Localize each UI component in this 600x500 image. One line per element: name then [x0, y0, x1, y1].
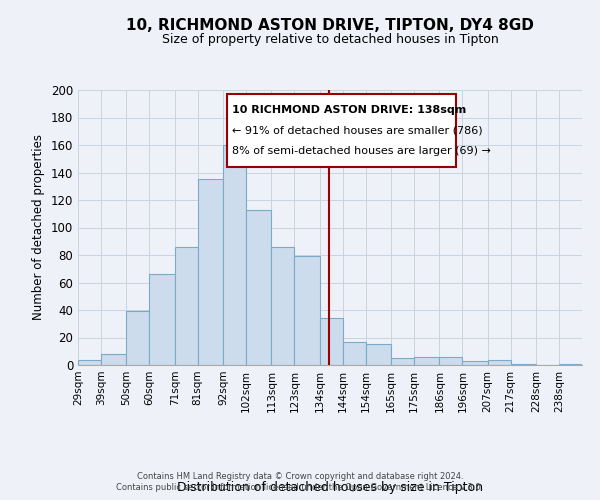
Bar	[463, 361, 488, 365]
Text: Contains public sector information licensed under the Open Government Licence v.: Contains public sector information licen…	[116, 484, 484, 492]
Bar	[414, 357, 439, 365]
Bar	[439, 357, 463, 365]
Bar	[149, 274, 175, 365]
Bar	[127, 312, 149, 365]
Bar	[78, 360, 101, 365]
Bar	[343, 342, 365, 365]
Bar	[559, 364, 582, 365]
Text: Contains HM Land Registry data © Crown copyright and database right 2024.: Contains HM Land Registry data © Crown c…	[137, 472, 463, 481]
Y-axis label: Number of detached properties: Number of detached properties	[32, 134, 45, 320]
Bar	[223, 145, 246, 365]
Bar	[391, 358, 414, 365]
Bar	[365, 344, 391, 365]
Text: 8% of semi-detached houses are larger (69) →: 8% of semi-detached houses are larger (6…	[232, 146, 491, 156]
Text: 10, RICHMOND ASTON DRIVE, TIPTON, DY4 8GD: 10, RICHMOND ASTON DRIVE, TIPTON, DY4 8G…	[126, 18, 534, 32]
Text: Size of property relative to detached houses in Tipton: Size of property relative to detached ho…	[161, 32, 499, 46]
Bar	[246, 210, 271, 365]
Bar	[271, 246, 295, 365]
Bar	[295, 256, 320, 365]
Bar	[175, 246, 197, 365]
Bar	[511, 364, 536, 365]
Bar	[488, 360, 511, 365]
X-axis label: Distribution of detached houses by size in Tipton: Distribution of detached houses by size …	[177, 482, 483, 494]
Bar	[320, 318, 343, 365]
Bar	[197, 180, 223, 365]
Bar	[101, 354, 127, 365]
Text: ← 91% of detached houses are smaller (786): ← 91% of detached houses are smaller (78…	[232, 126, 482, 136]
FancyBboxPatch shape	[227, 94, 456, 167]
Text: 10 RICHMOND ASTON DRIVE: 138sqm: 10 RICHMOND ASTON DRIVE: 138sqm	[232, 105, 466, 115]
